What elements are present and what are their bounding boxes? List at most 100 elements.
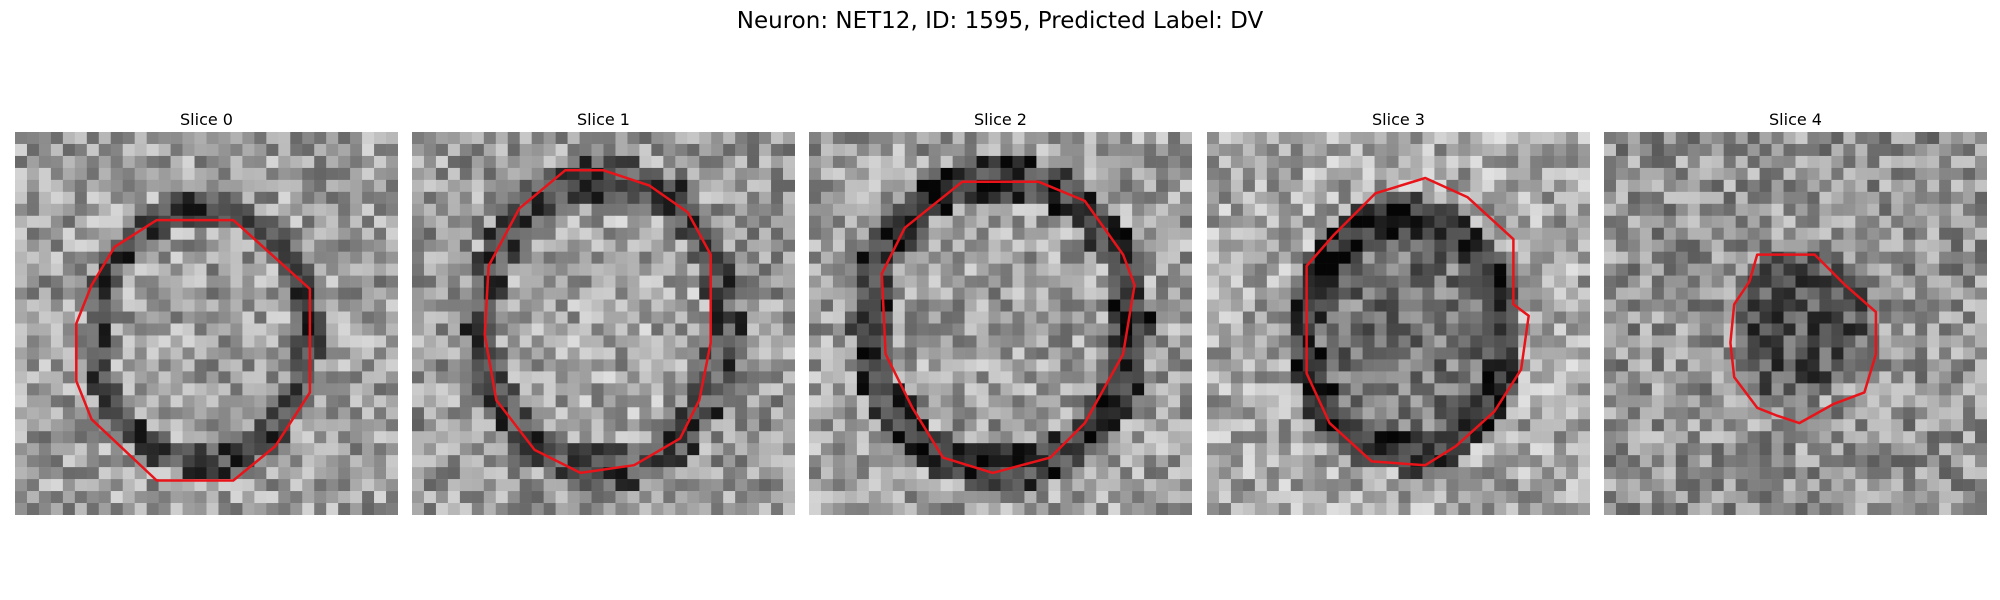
pixel [1096,371,1109,384]
pixel [1096,167,1109,181]
pixel [50,215,64,229]
pixel [964,467,977,480]
pixel [1434,371,1447,384]
pixel [1651,215,1665,229]
pixel [386,167,398,181]
pixel [1374,359,1387,372]
pixel [1578,239,1590,252]
pixel [940,215,953,229]
pixel [1218,287,1232,300]
pixel [904,431,918,444]
pixel [1807,179,1820,193]
pixel [98,227,112,241]
pixel [1939,335,1952,348]
pixel [1338,179,1351,193]
pixel [928,299,941,312]
pixel [62,287,76,300]
pixel [182,455,195,468]
pixel [1266,431,1280,444]
pixel [1132,263,1145,276]
pixel [1604,132,1617,145]
pixel [1951,419,1964,432]
pixel [711,167,724,181]
pixel [892,323,906,336]
pixel [110,167,124,181]
pixel [194,323,207,336]
pixel [1422,503,1435,515]
pixel [880,419,894,432]
pixel [964,239,977,252]
pixel [26,359,40,372]
pixel [916,167,929,181]
pixel [1207,215,1220,229]
pixel [1506,323,1519,336]
pixel [170,407,183,420]
pixel [1530,359,1543,372]
pixel [1398,263,1411,276]
pixel [1482,431,1495,444]
pixel [338,335,351,348]
pixel [892,191,906,205]
pixel [1362,263,1375,276]
pixel [1482,311,1495,324]
pixel [1374,299,1387,312]
pixel [266,335,279,348]
pixel [1326,275,1339,288]
pixel [266,167,279,181]
pixel [26,227,40,241]
pixel [471,263,485,276]
pixel [1374,167,1387,181]
pixel [1627,239,1641,252]
pixel [302,155,315,169]
pixel [386,143,398,157]
pixel [338,395,351,408]
pixel [206,467,219,480]
pixel [1242,143,1256,157]
pixel [1927,179,1940,193]
pixel [1180,503,1192,515]
pixel [1903,383,1916,396]
pixel [98,491,112,504]
pixel [1506,191,1519,205]
pixel [1422,227,1435,241]
pixel [952,155,965,169]
pixel [242,503,255,515]
pixel [1156,227,1169,241]
pixel [1903,311,1916,324]
pixel [1132,251,1145,264]
pixel [1927,239,1940,252]
pixel [1891,359,1904,372]
pixel [940,263,953,276]
pixel [1180,491,1192,504]
pixel [687,287,700,300]
pixel [266,132,279,145]
pixel [1144,155,1157,169]
pixel [1530,167,1543,181]
pixel [1314,167,1327,181]
pixel [1687,191,1701,205]
pixel [1855,239,1868,252]
pixel [15,503,28,515]
pixel [435,467,449,480]
pixel [591,359,604,372]
pixel [1048,287,1061,300]
pixel [1482,239,1495,252]
pixel [15,407,28,420]
pixel [1242,227,1256,241]
pixel [1242,239,1256,252]
pixel [1254,179,1268,193]
pixel [290,383,303,396]
pixel [1747,347,1760,360]
pixel [412,179,425,193]
pixel [62,431,76,444]
pixel [1144,419,1157,432]
pixel [158,239,171,252]
pixel [471,239,485,252]
pixel [1000,371,1013,384]
pixel [1096,251,1109,264]
pixel [86,215,100,229]
slice-panel-2: Slice 2 [809,108,1192,515]
pixel [1278,395,1292,408]
pixel [38,179,52,193]
pixel [1867,287,1880,300]
